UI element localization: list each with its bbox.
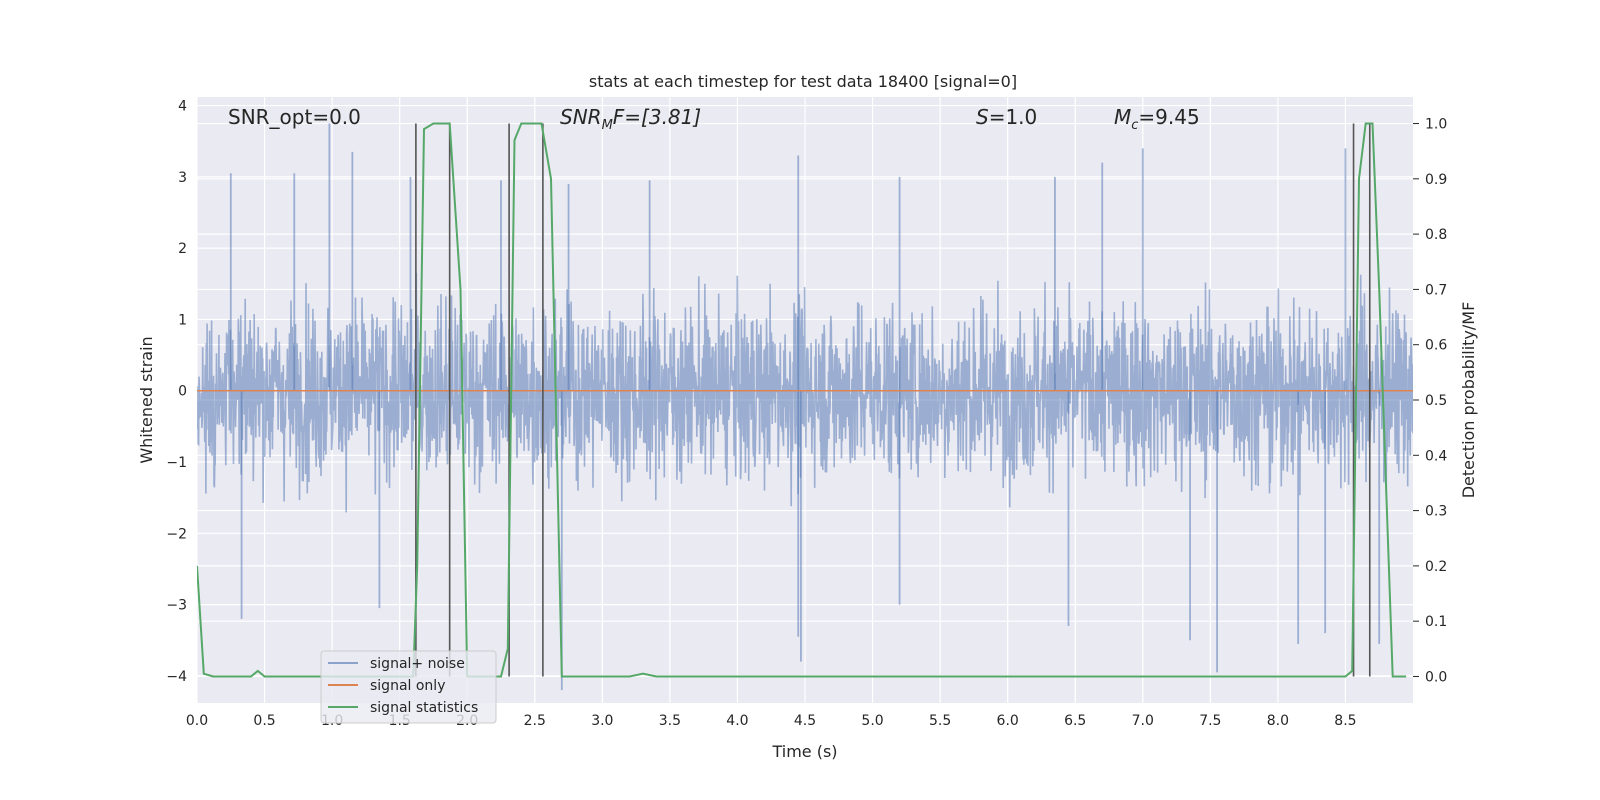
x-tick-label: 7.5: [1199, 713, 1221, 729]
x-tick-label: 0.5: [253, 713, 275, 729]
x-tick-label: 8.0: [1267, 713, 1289, 729]
y-left-tick-label: −2: [166, 526, 187, 542]
x-tick-label: 3.5: [659, 713, 681, 729]
x-tick-label: 4.0: [726, 713, 748, 729]
y-axis-label-right: Detection probability/MF: [1459, 302, 1478, 499]
y-left-tick-labels: 4 3 2 1 0 −1 −2 −3 −4: [166, 99, 187, 685]
y-right-tick-label: 0.4: [1425, 448, 1447, 464]
series-layer: [197, 122, 1413, 691]
y-left-tick-label: 3: [178, 170, 187, 186]
x-tick-label: 5.0: [861, 713, 883, 729]
x-axis-label: Time (s): [771, 742, 837, 761]
annotation-mc: Mc=9.45: [1114, 105, 1200, 133]
legend-box: [320, 650, 497, 724]
x-tick-label: 3.0: [591, 713, 613, 729]
series-signal-statistics: [197, 122, 1407, 678]
y-right-tick-label: 0.3: [1425, 504, 1447, 520]
y-left-tick-label: 0: [178, 384, 187, 400]
y-axis-label-left: Whitened strain: [137, 336, 156, 463]
x-tick-label: 0.0: [186, 713, 208, 729]
y-right-tick-label: 0.6: [1425, 338, 1447, 354]
chart-title: stats at each timestep for test data 184…: [589, 72, 1017, 91]
annotation-s: S=1.0: [976, 105, 1037, 129]
y-right-tick-label: 1.0: [1425, 117, 1447, 133]
y-right-tick-label: 0.0: [1425, 669, 1447, 685]
y-left-tick-label: 1: [178, 312, 187, 328]
legend-label-signal-noise: signal+ noise: [370, 656, 465, 672]
x-tick-label: 4.5: [794, 713, 816, 729]
y-right-tick-label: 0.5: [1425, 393, 1447, 409]
x-tick-label: 2.5: [524, 713, 546, 729]
y-left-tick-label: −1: [166, 455, 187, 471]
series-signal-noise: [197, 272, 1413, 513]
y-right-tick-label: 0.1: [1425, 614, 1447, 630]
legend-label-signal-statistics: signal statistics: [370, 700, 478, 716]
x-tick-label: 6.0: [997, 713, 1019, 729]
legend: signal+ noise signal only signal statist…: [320, 650, 497, 724]
y-left-tick-label: 4: [178, 99, 187, 115]
x-tick-label: 7.0: [1132, 713, 1154, 729]
annotation-snr-opt: SNR_opt=0.0: [228, 105, 361, 129]
x-tick-label: 5.5: [929, 713, 951, 729]
legend-label-signal-only: signal only: [370, 678, 445, 694]
y-right-tick-label: 0.8: [1425, 227, 1447, 243]
y-right-tick-label: 0.9: [1425, 172, 1447, 188]
annotation-snr-mf: SNRMF=[3.81]: [560, 105, 701, 133]
x-tick-label: 8.5: [1334, 713, 1356, 729]
y-right-tick-label: 0.7: [1425, 282, 1447, 298]
y-left-tick-label: −4: [166, 669, 187, 685]
y-left-tick-label: −3: [166, 598, 187, 614]
y-right-tick-labels: 1.0 0.9 0.8 0.7 0.6 0.5 0.4 0.3 0.2 0.1 0.0: [1413, 117, 1447, 685]
x-tick-label: 6.5: [1064, 713, 1086, 729]
y-right-tick-label: 0.2: [1425, 559, 1447, 575]
y-left-tick-label: 2: [178, 241, 187, 257]
